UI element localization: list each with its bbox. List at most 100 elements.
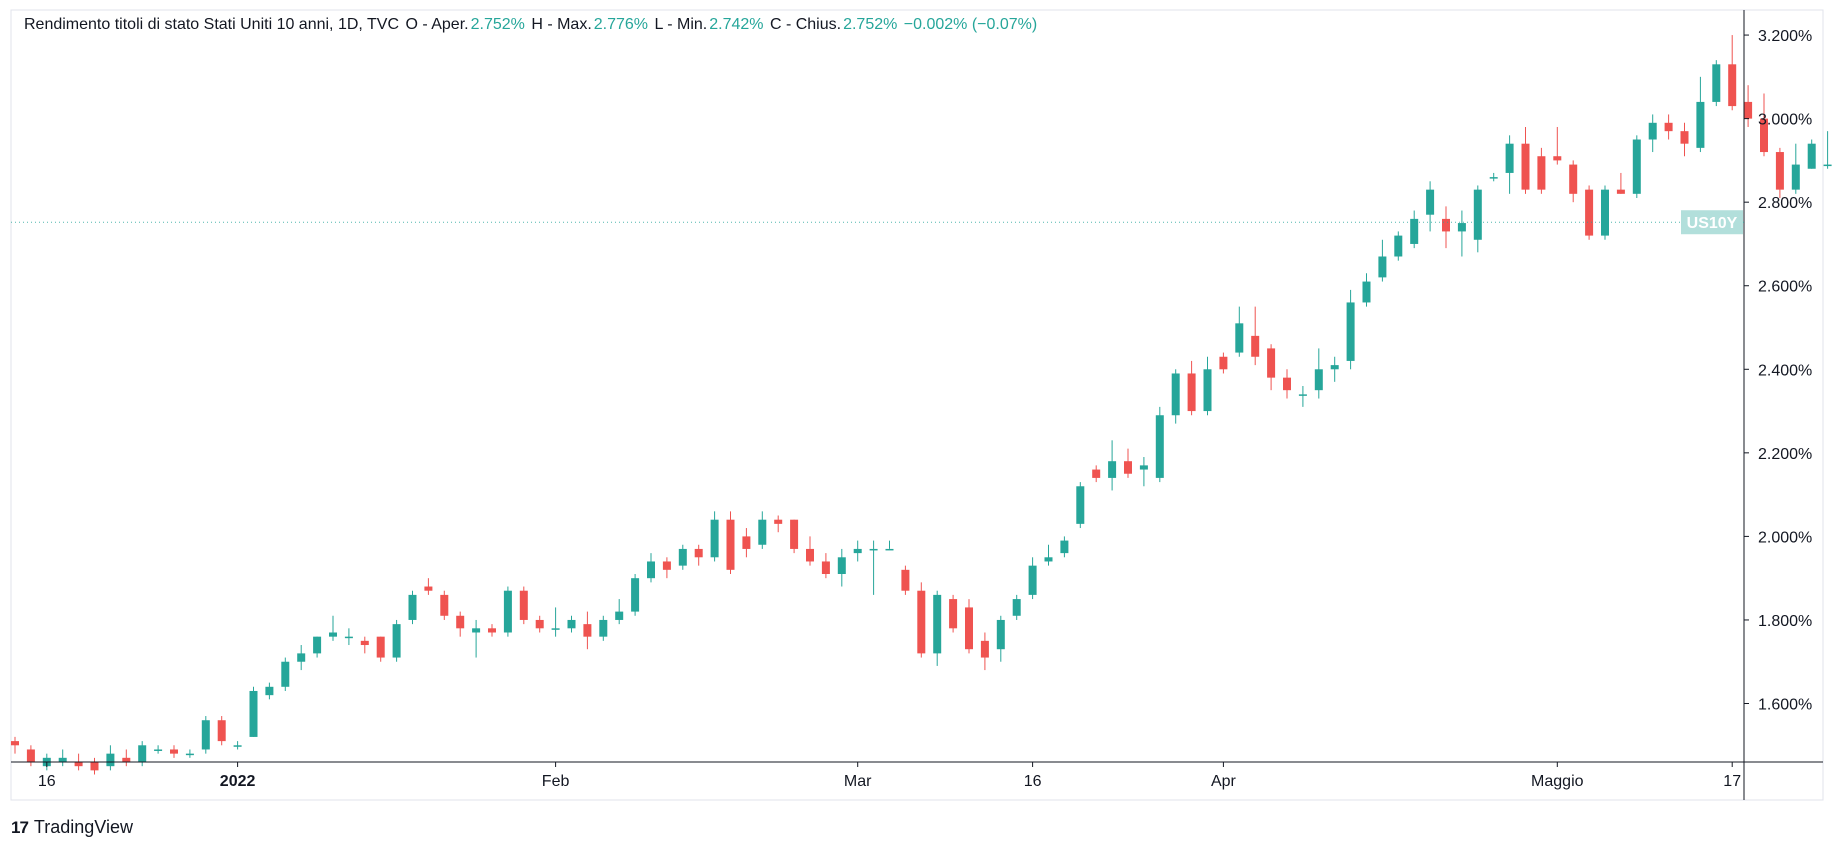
candle-body — [869, 548, 878, 551]
candle-body — [535, 619, 544, 629]
y-tick-label: 2.600% — [1758, 279, 1812, 296]
candle-body — [1569, 164, 1578, 194]
candle-down — [360, 636, 369, 654]
candle-body — [281, 661, 290, 687]
candle-up — [185, 749, 194, 758]
candle-body — [901, 569, 910, 591]
candle-down — [662, 557, 671, 579]
x-tick-label: 17 — [1723, 773, 1741, 790]
candle-body — [631, 578, 640, 612]
legend-close-value: 2.752% — [843, 16, 898, 33]
candle-down — [1267, 344, 1276, 391]
candle-body — [1362, 281, 1371, 303]
candle-body — [1601, 189, 1609, 236]
candle-body — [154, 749, 163, 751]
legend-change: −0.002% (−0.07%) — [903, 16, 1038, 33]
candle-up — [201, 716, 210, 754]
candle-body — [265, 686, 274, 696]
candle-body — [647, 561, 655, 579]
candle-body — [599, 619, 608, 637]
tradingview-branding[interactable]: 17 TradingView — [11, 817, 133, 838]
candle-up — [281, 657, 290, 691]
x-tick-label: 2022 — [220, 773, 256, 790]
candle-body — [1267, 348, 1276, 378]
candle-down — [535, 615, 544, 633]
candle-down — [1569, 160, 1578, 203]
candle-body — [329, 632, 337, 637]
candle-body — [1537, 156, 1546, 190]
candle-body — [1696, 101, 1705, 148]
candle-body — [1076, 486, 1085, 524]
badge-background — [1681, 210, 1743, 235]
candle-up — [678, 544, 687, 570]
candle-up — [329, 615, 337, 641]
candle-body — [742, 536, 751, 549]
candle-body — [58, 757, 67, 762]
candle-up — [1712, 60, 1721, 107]
candle-up — [710, 511, 719, 562]
candle-body — [138, 745, 147, 762]
candle-body — [376, 636, 385, 658]
x-tick-label: 16 — [38, 773, 56, 790]
candle-body — [790, 519, 799, 549]
last-price-badge: US10Y — [1681, 210, 1743, 235]
legend-title: Rendimento titoli di stato Stati Uniti 1… — [24, 16, 399, 33]
candle-up — [933, 590, 942, 666]
candle-down — [821, 553, 830, 579]
candle-up — [1171, 369, 1180, 424]
candle-up — [313, 636, 322, 658]
candle-body — [233, 745, 242, 747]
candle-body — [122, 757, 131, 762]
candle-body — [1012, 599, 1021, 616]
candle-up — [1235, 306, 1244, 357]
candle-body — [297, 653, 306, 662]
candle-body — [710, 519, 719, 558]
candle-up — [1426, 181, 1435, 232]
candle-up — [106, 745, 115, 771]
candle-body — [726, 519, 735, 570]
legend-high-label: H - Max. — [531, 16, 592, 33]
candle-down — [1760, 93, 1768, 157]
candle-body — [917, 590, 926, 654]
candle-body — [74, 762, 83, 767]
candle-up — [1139, 457, 1148, 487]
candle-down — [806, 536, 814, 566]
candle-body — [1442, 218, 1450, 232]
candle-body — [806, 548, 814, 562]
candle-up — [1330, 356, 1339, 382]
candle-down — [917, 582, 926, 658]
candle-up — [1696, 76, 1705, 153]
candle-body — [933, 594, 942, 654]
candle-body — [26, 749, 35, 762]
candle-down — [1553, 126, 1562, 165]
candle-body — [1108, 461, 1117, 478]
candle-up — [1791, 143, 1800, 194]
candle-body — [392, 624, 401, 658]
candle-body — [1744, 101, 1753, 119]
candle-down — [1251, 306, 1260, 366]
candle-down — [980, 632, 989, 671]
candle-body — [1426, 189, 1435, 215]
candle-up — [647, 553, 655, 583]
candle-down — [726, 511, 735, 574]
y-tick-label: 2.200% — [1758, 446, 1812, 463]
candle-up — [1298, 386, 1307, 407]
candle-down — [376, 636, 385, 662]
candle-body — [1489, 177, 1498, 179]
candle-body — [1505, 143, 1514, 173]
legend-close-label: C - Chius. — [769, 16, 842, 33]
candle-up — [1473, 185, 1482, 253]
candle-up — [869, 540, 878, 595]
candle-down — [424, 578, 433, 595]
candle-body — [774, 519, 783, 524]
candle-down — [694, 544, 703, 566]
candle-down — [488, 624, 496, 637]
x-tick-label: Mar — [844, 773, 872, 790]
candle-down — [11, 736, 19, 754]
candle-body — [106, 753, 115, 767]
candle-up — [567, 615, 576, 633]
candle-body — [488, 628, 496, 633]
y-tick-label: 2.400% — [1758, 362, 1812, 379]
candle-body — [1060, 540, 1069, 554]
